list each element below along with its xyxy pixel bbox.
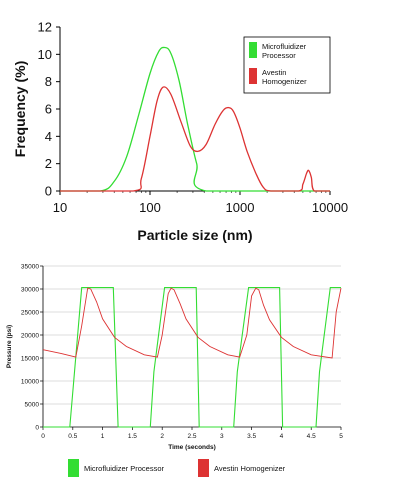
y-tick-label: 5000 [25, 401, 40, 408]
x-axis-label-time: Time (seconds) [168, 444, 216, 451]
y-tick-label: 15000 [21, 355, 39, 362]
legend-label-line: Avestin [262, 68, 286, 77]
y-tick-label: 8 [45, 74, 52, 89]
x-axis-label-particle-size: Particle size (nm) [137, 227, 252, 243]
series-line-microfluidizer [60, 46, 330, 192]
legend-label-microfluidizer: Microfluidizer Processor [84, 464, 165, 473]
x-tick-label: 1000 [226, 200, 255, 215]
y-tick-label: 25000 [21, 309, 39, 316]
y-tick-label: 2 [45, 156, 52, 171]
legend-label-avestin: Avestin Homogenizer [214, 464, 286, 473]
y-axis-label-pressure: Pressure (psi) [6, 325, 13, 368]
x-tick-label: 1.5 [128, 433, 137, 440]
legend-label-line: Processor [262, 51, 296, 60]
legend-pressure-time: Microfluidizer Processor Avestin Homogen… [68, 459, 286, 477]
legend-swatch-microfluidizer [68, 459, 79, 477]
y-axis-label-frequency: Frequency (%) [12, 61, 28, 157]
legend-label-line: Homogenizer [262, 77, 307, 86]
x-tick-label: 0.5 [68, 433, 77, 440]
axes-pressure-time: 0 5000 10000 15000 20000 25000 30000 35000 0 0.5 1… [21, 263, 343, 440]
legend-label-microfluidizer: Microfluidizer Processor [262, 42, 307, 60]
y-tick-label: 4 [45, 129, 52, 144]
y-tick-label: 10 [38, 47, 52, 62]
y-tick-label: 10000 [21, 378, 39, 385]
y-tick-label: 12 [38, 20, 52, 35]
chart-pressure-time: 0 5000 10000 15000 20000 25000 30000 35000 0 0.5 1… [6, 263, 343, 477]
x-tick-label: 2 [160, 433, 164, 440]
series-line-avestin [60, 86, 330, 192]
x-tick-label: 4 [280, 433, 284, 440]
x-tick-label: 3 [220, 433, 224, 440]
x-tick-label: 5 [339, 433, 343, 440]
x-tick-label: 4.5 [307, 433, 316, 440]
x-tick-label: 100 [139, 200, 161, 215]
y-tick-label: 20000 [21, 332, 39, 339]
legend-label-line: Microfluidizer [262, 42, 307, 51]
legend-swatch-avestin [249, 68, 257, 84]
series-line-microfluidizer [43, 287, 341, 428]
axes-particle-size: 0 2 4 6 8 10 12 10 100 1000 10000 [38, 20, 349, 216]
legend-swatch-avestin [198, 459, 209, 477]
x-tick-label: 10 [53, 200, 67, 215]
legend-label-avestin: Avestin Homogenizer [262, 68, 307, 86]
y-tick-label: 35000 [21, 263, 39, 270]
legend-swatch-microfluidizer [249, 42, 257, 58]
x-tick-label: 3.5 [247, 433, 256, 440]
legend-particle-size: Microfluidizer Processor Avestin Homogeniz… [243, 36, 331, 94]
x-tick-label: 0 [41, 433, 45, 440]
y-tick-label: 30000 [21, 286, 39, 293]
x-tick-label: 10000 [312, 200, 348, 215]
y-tick-label: 0 [45, 184, 52, 199]
series-pressure-time [42, 287, 342, 428]
y-tick-label: 6 [45, 102, 52, 117]
x-tick-label: 1 [101, 433, 105, 440]
chart-particle-size: 0 2 4 6 8 10 12 10 100 1000 10000 Particle size (n… [12, 20, 348, 244]
x-tick-label: 2.5 [187, 433, 196, 440]
y-tick-label: 0 [35, 424, 39, 431]
legend-box [243, 36, 331, 94]
series-particle-size [60, 46, 330, 192]
series-line-avestin [42, 287, 342, 359]
